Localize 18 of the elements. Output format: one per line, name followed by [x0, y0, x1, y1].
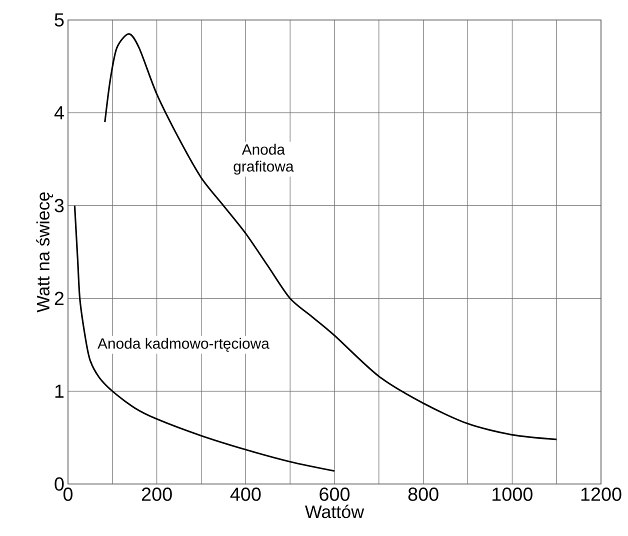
y-tick-label: 2: [54, 292, 64, 306]
y-tick-label: 5: [54, 13, 64, 27]
y-tick-label: 1: [55, 384, 64, 398]
x-tick-label: 800: [408, 488, 438, 501]
x-tick-label: 0: [63, 488, 73, 501]
line-series: [74, 204, 336, 472]
y-axis-title: Watt na świecę: [36, 192, 54, 312]
series-label: Anoda grafitowa: [234, 144, 294, 175]
x-tick-label: 400: [230, 488, 261, 501]
y-tick-label: 4: [54, 106, 64, 120]
x-tick-label: 200: [142, 488, 172, 501]
x-tick-label: 1200: [581, 488, 622, 501]
series-label: Anoda kadmowo-rtęciowa: [98, 338, 270, 352]
y-tick-label: 0: [54, 477, 64, 491]
x-tick-label: 600: [320, 488, 350, 501]
y-tick-label: 3: [54, 198, 64, 212]
x-tick-label: 1000: [492, 488, 532, 501]
x-axis-title: Wattów: [305, 504, 364, 518]
